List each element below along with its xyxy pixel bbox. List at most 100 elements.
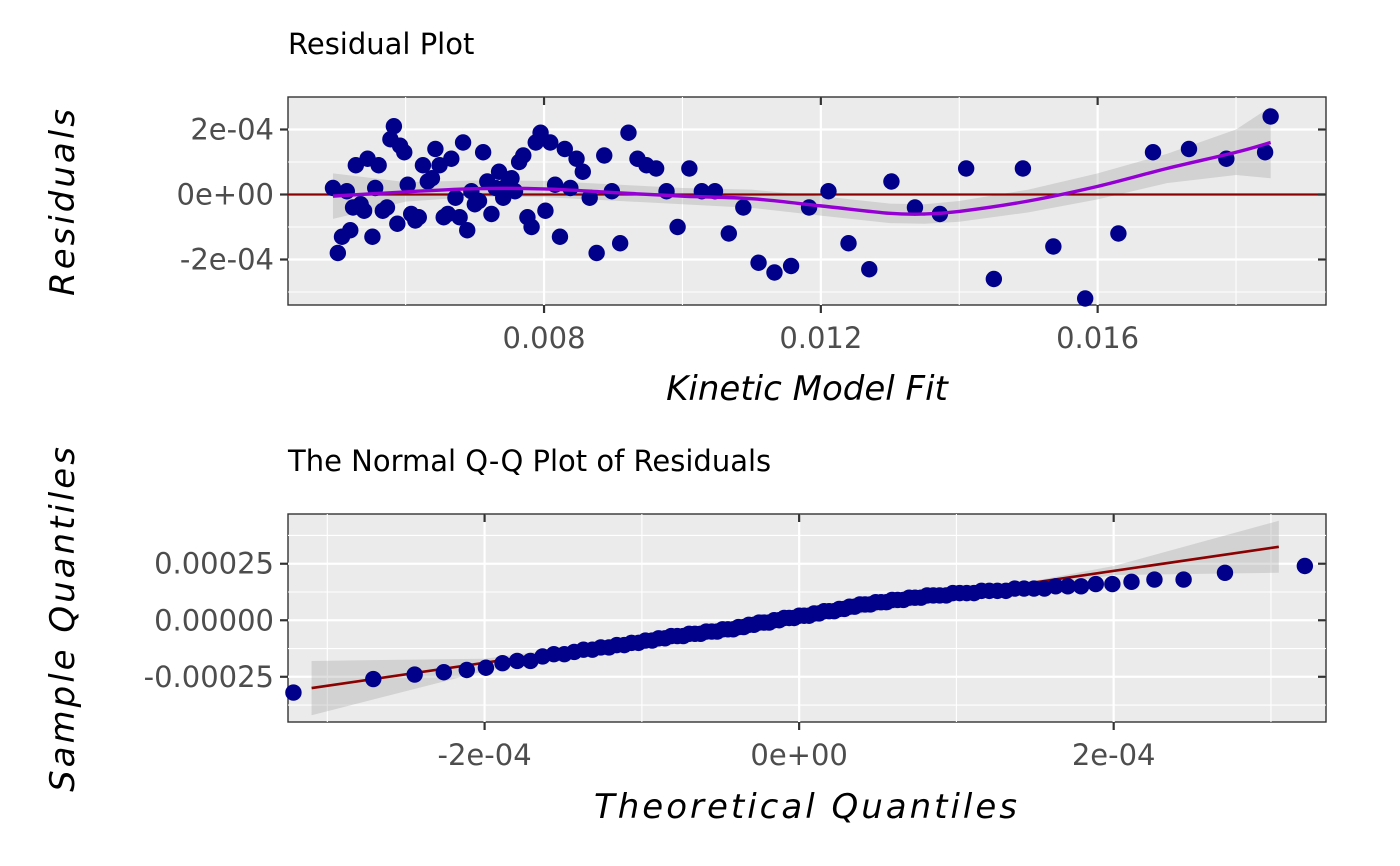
residual-point-76 xyxy=(720,225,738,242)
residual-point-86 xyxy=(906,199,924,216)
residual-point-32 xyxy=(447,189,464,206)
qq-point-97 xyxy=(1216,564,1234,581)
residual-y-axis-label: Residuals xyxy=(43,106,83,296)
y-tick-label: 0.00000 xyxy=(154,603,274,637)
x-tick-label: 0.008 xyxy=(503,321,586,355)
residual-point-79 xyxy=(766,264,783,281)
residual-point-8 xyxy=(355,202,373,219)
residual-point-23 xyxy=(410,209,427,226)
y-tick-label: 0.00025 xyxy=(154,547,274,581)
residual-point-89 xyxy=(985,270,1003,288)
residual-point-61 xyxy=(574,163,591,180)
residual-points xyxy=(324,108,1279,307)
y-tick-label: -2e-04 xyxy=(180,243,274,277)
qq-point-95 xyxy=(1146,571,1163,588)
residual-point-31 xyxy=(443,150,460,167)
residual-point-54 xyxy=(537,202,554,219)
residual-point-73 xyxy=(681,160,698,177)
loess-smooth-curve xyxy=(332,140,1272,217)
qq-plot-title: The Normal Q-Q Plot of Residuals xyxy=(287,444,771,478)
qq-point-89 xyxy=(1047,578,1064,595)
residual-point-91 xyxy=(1045,238,1062,255)
residual-point-63 xyxy=(588,244,605,262)
residual-plot: Residual Plot 0.008 0.012 0.016 -2e-04 0e+0… xyxy=(43,27,1327,409)
qq-point-92 xyxy=(1087,575,1104,593)
residual-point-10 xyxy=(364,228,381,245)
qq-y-axis-label: Sample Quantiles xyxy=(43,444,83,792)
residual-point-93 xyxy=(1110,225,1127,242)
x-tick-label: 0e+00 xyxy=(750,738,848,772)
qq-x-axis-label: Theoretical Quantiles xyxy=(594,787,1020,827)
qq-point-4 xyxy=(458,661,475,679)
residual-point-1 xyxy=(329,244,347,262)
residual-point-84 xyxy=(861,261,878,278)
qq-point-7 xyxy=(508,652,526,670)
y-tick-label: -0.00025 xyxy=(144,660,274,694)
qq-points xyxy=(285,557,1314,701)
residual-point-41 xyxy=(483,205,500,223)
residual-point-97 xyxy=(1256,144,1274,161)
residual-point-92 xyxy=(1076,290,1094,307)
residual-point-47 xyxy=(506,183,524,200)
residual-point-67 xyxy=(620,124,637,141)
y-tick-label: 2e-04 xyxy=(190,113,274,147)
x-tick-label: 2e-04 xyxy=(1072,738,1156,772)
residual-plot-title: Residual Plot xyxy=(288,27,474,61)
qq-point-93 xyxy=(1104,575,1121,593)
residual-point-58 xyxy=(556,140,573,158)
qq-plot-grid xyxy=(288,514,1326,722)
residual-x-ticks: 0.008 0.012 0.016 xyxy=(503,97,1139,355)
residual-point-49 xyxy=(515,147,532,164)
residual-point-98 xyxy=(1262,108,1279,125)
residual-point-39 xyxy=(474,144,492,161)
residual-point-12 xyxy=(370,157,387,174)
qq-point-96 xyxy=(1175,571,1192,588)
qq-point-98 xyxy=(1296,557,1314,575)
residual-point-95 xyxy=(1180,140,1198,158)
residual-point-83 xyxy=(840,235,857,252)
residual-point-85 xyxy=(883,173,900,190)
qq-point-94 xyxy=(1123,573,1140,591)
residual-smooth-line xyxy=(332,140,1272,217)
residual-point-82 xyxy=(820,183,837,200)
qq-point-1 xyxy=(365,670,382,688)
qq-point-0 xyxy=(285,684,302,701)
residual-point-78 xyxy=(750,254,767,271)
residual-point-72 xyxy=(669,218,686,236)
y-tick-label: 0e+00 xyxy=(177,178,275,212)
residual-point-55 xyxy=(542,134,559,151)
residual-point-38 xyxy=(470,192,488,210)
qq-plot: The Normal Q-Q Plot of Residuals -2e-04 0… xyxy=(43,444,1327,827)
x-tick-label: -2e-04 xyxy=(438,738,532,772)
residual-point-60 xyxy=(568,150,585,167)
residual-point-90 xyxy=(1014,160,1032,177)
qq-point-91 xyxy=(1072,578,1090,595)
residual-point-24 xyxy=(414,157,432,174)
residual-point-46 xyxy=(503,170,520,187)
residual-point-19 xyxy=(396,144,413,161)
residual-point-94 xyxy=(1144,144,1162,161)
residual-point-20 xyxy=(399,176,416,193)
qq-point-90 xyxy=(1059,578,1077,595)
residual-point-16 xyxy=(385,118,403,135)
residual-point-57 xyxy=(551,228,569,245)
residual-point-14 xyxy=(378,199,396,216)
residual-point-35 xyxy=(459,222,476,239)
residual-point-51 xyxy=(523,218,540,236)
residual-point-34 xyxy=(454,134,472,151)
x-tick-label: 0.016 xyxy=(1056,321,1139,355)
x-tick-label: 0.012 xyxy=(779,321,862,355)
qq-y-ticks: -0.00025 0.00000 0.00025 xyxy=(144,547,1326,694)
residual-point-4 xyxy=(342,222,359,239)
qq-point-5 xyxy=(477,659,495,676)
residual-point-17 xyxy=(389,215,406,232)
residual-point-62 xyxy=(581,189,598,206)
residual-point-26 xyxy=(423,170,441,187)
qq-point-6 xyxy=(494,655,511,672)
residual-x-axis-label: Kinetic Model Fit xyxy=(666,369,949,409)
residual-point-70 xyxy=(647,160,665,177)
residual-point-0 xyxy=(324,179,342,197)
qq-point-2 xyxy=(406,666,423,683)
qq-point-3 xyxy=(435,664,453,681)
